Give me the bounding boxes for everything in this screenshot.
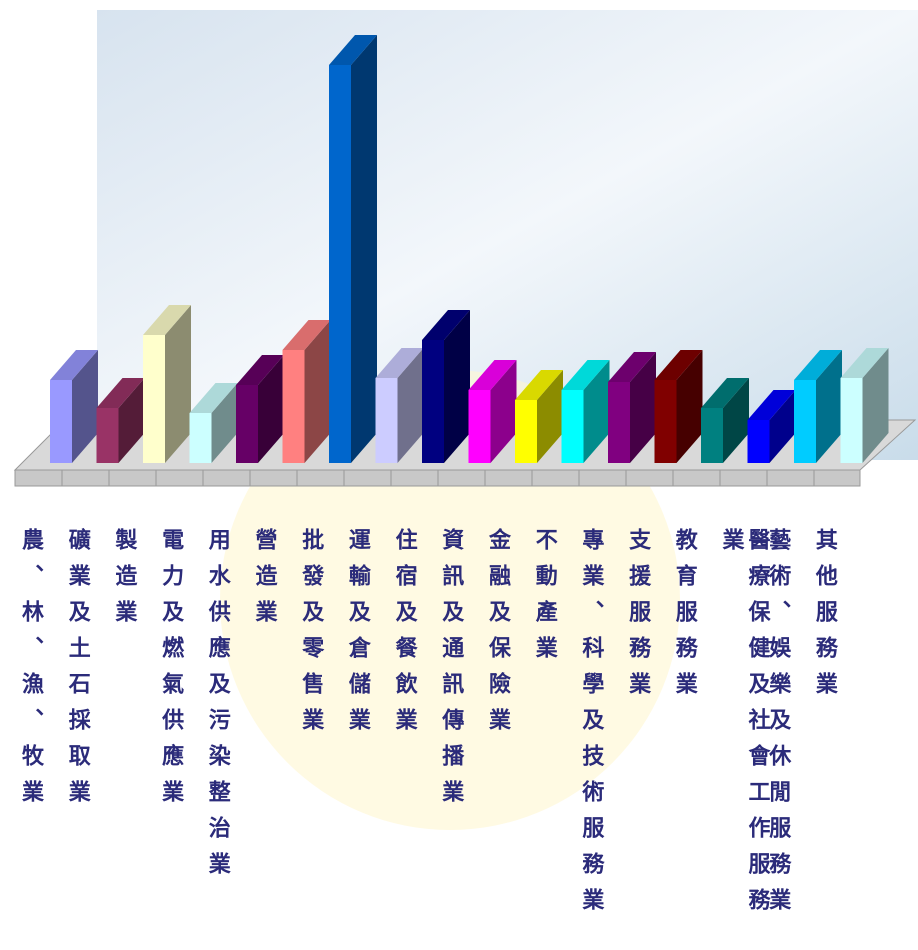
bar-side [676,350,703,463]
bar-top [329,35,377,65]
bar [794,380,816,463]
bar [422,340,444,463]
bar-top [50,350,98,380]
bar-side [258,355,284,463]
bar-top [840,348,889,378]
bar-top [282,320,331,350]
x-tick-label: 批發及零售業 [298,528,324,744]
bar-side [723,378,749,463]
bar-side [211,383,238,463]
bar-side [397,348,424,463]
bar [375,378,398,463]
bar [654,380,677,463]
bar [143,335,165,463]
bar-top [561,360,610,390]
x-tick-label: 農、林、漁、牧業 [18,528,43,816]
bar [96,408,119,463]
x-tick-label: 住宿及餐飲業 [391,528,417,744]
bar-top [794,350,842,380]
bar-side [444,310,470,463]
bar-top [189,383,238,413]
x-tick-label: 專業、科學及技術服務業 [578,528,604,924]
x-tick-label: 不動產業 [531,528,557,672]
bar-top [608,352,656,382]
bar [50,380,72,463]
bar [236,385,258,463]
bar-side [769,390,796,463]
bar [561,390,584,463]
x-tick-label: 製造業 [111,528,137,636]
bar [282,350,305,463]
bar-side [537,370,563,463]
x-tick-label: 金融及保險業 [485,528,510,744]
x-tick-label: 礦業及土石採取業 [64,528,90,816]
bar [515,400,537,463]
x-tick-label: 藝術、娛樂及休閒服務業 [765,528,791,924]
bar [701,408,723,463]
bar [189,413,212,463]
bar [608,382,630,463]
bar [468,390,491,463]
bar-side [490,360,517,463]
bar-side [165,305,191,463]
x-tick-label: 電力及燃氣供應業 [158,528,184,816]
bar-top [96,378,145,408]
x-tick-label: 用水供應及污染整治業 [204,528,230,888]
bar-side [862,348,889,463]
bar-side [304,320,331,463]
x-tick-label: 其他服務業 [811,528,837,708]
bar-side [583,360,610,463]
x-tick-label: 運輸及倉儲業 [344,528,370,744]
bar-top [654,350,703,380]
bar-top [422,310,470,340]
x-tick-label: 教育服務業 [671,528,697,708]
bar-top [701,378,749,408]
bar-side [630,352,656,463]
bar-top [747,390,796,420]
x-tick-label: 支援服務業 [625,528,651,708]
x-tick-label: 醫療保健及社會工作服務業 [718,528,770,924]
bar-side [118,378,145,463]
bar-top [375,348,424,378]
bar-top [143,305,191,335]
bar-top [236,355,284,385]
bar-side [816,350,842,463]
bar-top [468,360,517,390]
bar [747,420,770,463]
x-tick-label: 資訊及通訊傳播業 [438,528,464,816]
bar-side [351,35,377,463]
x-tick-label: 營造業 [251,528,277,636]
bar-top [515,370,563,400]
bar [840,378,863,463]
bar [329,65,351,463]
bar-side [72,350,98,463]
